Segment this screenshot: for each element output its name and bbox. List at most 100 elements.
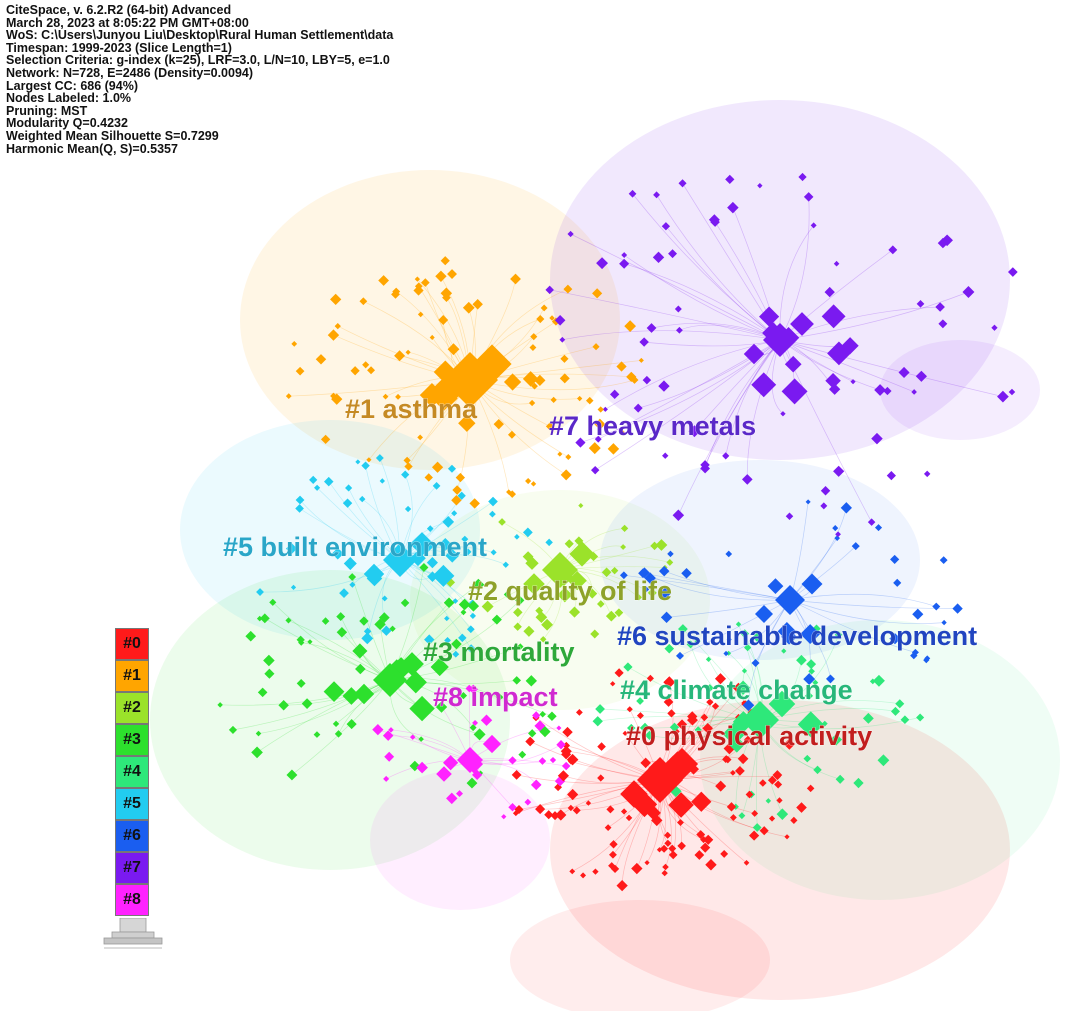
cluster-node bbox=[720, 849, 729, 858]
cluster-node bbox=[278, 699, 289, 711]
network-edge bbox=[779, 339, 915, 393]
cluster-node bbox=[446, 792, 458, 805]
cluster-node bbox=[596, 257, 609, 270]
cluster-label: #7 heavy metals bbox=[549, 411, 756, 441]
cluster-node bbox=[991, 324, 998, 331]
cluster-node bbox=[588, 442, 601, 455]
cluster-node bbox=[663, 697, 674, 707]
network-edge bbox=[789, 507, 847, 601]
cluster-node bbox=[806, 784, 815, 793]
network-edge bbox=[632, 193, 781, 341]
cluster-node bbox=[851, 542, 860, 551]
network-edge bbox=[759, 634, 839, 721]
cluster-node bbox=[952, 603, 963, 614]
cluster-node bbox=[451, 638, 462, 650]
cluster-node bbox=[535, 611, 548, 624]
cluster-node bbox=[801, 573, 823, 595]
cluster-node bbox=[890, 706, 900, 716]
cluster-node bbox=[404, 671, 427, 694]
cluster-node bbox=[606, 805, 615, 814]
cluster-node bbox=[530, 333, 538, 341]
cluster-node bbox=[621, 252, 628, 258]
cluster-node bbox=[542, 552, 578, 588]
cluster-node bbox=[580, 872, 587, 879]
cluster-node bbox=[541, 618, 554, 631]
cluster-node bbox=[688, 425, 701, 438]
cluster-node bbox=[447, 464, 457, 473]
network-edge bbox=[789, 545, 856, 601]
cluster-node bbox=[472, 299, 483, 310]
cluster-node bbox=[379, 478, 385, 484]
cluster-node bbox=[339, 588, 349, 598]
cluster-node bbox=[462, 301, 475, 314]
cluster-node bbox=[355, 459, 361, 465]
cluster-node bbox=[367, 366, 376, 375]
cluster-node bbox=[784, 355, 802, 373]
cluster-node bbox=[473, 728, 486, 741]
cluster-node bbox=[644, 572, 656, 584]
cluster-node bbox=[676, 719, 688, 730]
cluster-node bbox=[417, 434, 424, 441]
network-edge bbox=[399, 501, 494, 561]
cluster-node bbox=[759, 306, 780, 327]
cluster-node bbox=[741, 668, 748, 674]
cluster-node bbox=[518, 750, 527, 759]
cluster-node bbox=[361, 461, 370, 470]
cluster-node bbox=[264, 668, 275, 679]
cluster-node bbox=[512, 810, 519, 817]
cluster-node bbox=[669, 722, 680, 732]
cluster-region bbox=[550, 100, 1010, 460]
cluster-node bbox=[672, 509, 685, 522]
cluster-node bbox=[757, 183, 763, 189]
cluster-node bbox=[825, 372, 841, 389]
cluster-node bbox=[619, 429, 625, 435]
cluster-node bbox=[638, 357, 644, 363]
cluster-node bbox=[460, 609, 467, 616]
cluster-node bbox=[438, 315, 449, 325]
cluster-node bbox=[560, 745, 572, 757]
cluster-label: #8 impact bbox=[433, 682, 558, 712]
legend-item: #3 bbox=[115, 724, 149, 756]
cluster-node bbox=[528, 729, 537, 738]
cluster-node bbox=[668, 792, 694, 818]
cluster-node bbox=[626, 706, 633, 713]
legend-item: #4 bbox=[115, 756, 149, 788]
cluster-node bbox=[465, 684, 474, 693]
cluster-node bbox=[382, 730, 394, 741]
cluster-node bbox=[513, 622, 522, 631]
cluster-node bbox=[442, 515, 455, 528]
cluster-node bbox=[417, 311, 424, 318]
cluster-node bbox=[323, 476, 334, 487]
cluster-node bbox=[561, 761, 571, 771]
info-line: Weighted Mean Silhouette S=0.7299 bbox=[6, 128, 219, 143]
cluster-node bbox=[468, 684, 478, 694]
cluster-node bbox=[515, 595, 525, 605]
cluster-node bbox=[458, 414, 476, 432]
cluster-node bbox=[562, 726, 573, 738]
cluster-node bbox=[435, 270, 447, 282]
cluster-node bbox=[735, 621, 742, 627]
cluster-node bbox=[676, 651, 684, 660]
cluster-node bbox=[498, 518, 506, 526]
cluster-node bbox=[610, 681, 616, 687]
cluster-node bbox=[668, 844, 677, 853]
legend-item: #2 bbox=[115, 692, 149, 724]
cluster-node bbox=[472, 578, 485, 591]
cluster-node bbox=[569, 541, 595, 567]
cluster-node bbox=[444, 637, 451, 644]
cluster-node bbox=[381, 595, 388, 602]
cluster-node bbox=[636, 697, 644, 705]
cluster-node bbox=[833, 260, 840, 267]
cluster-node bbox=[405, 349, 411, 355]
cluster-node bbox=[540, 304, 548, 312]
cluster-node bbox=[517, 643, 524, 650]
cluster-label: #5 built environment bbox=[223, 532, 487, 562]
cluster-node bbox=[700, 713, 709, 722]
cluster-node bbox=[452, 598, 459, 604]
network-edge bbox=[605, 339, 781, 410]
cluster-node bbox=[435, 701, 448, 713]
cluster-node bbox=[514, 804, 524, 815]
cluster-node bbox=[624, 320, 637, 332]
cluster-node bbox=[767, 775, 777, 785]
cluster-node bbox=[374, 618, 386, 631]
